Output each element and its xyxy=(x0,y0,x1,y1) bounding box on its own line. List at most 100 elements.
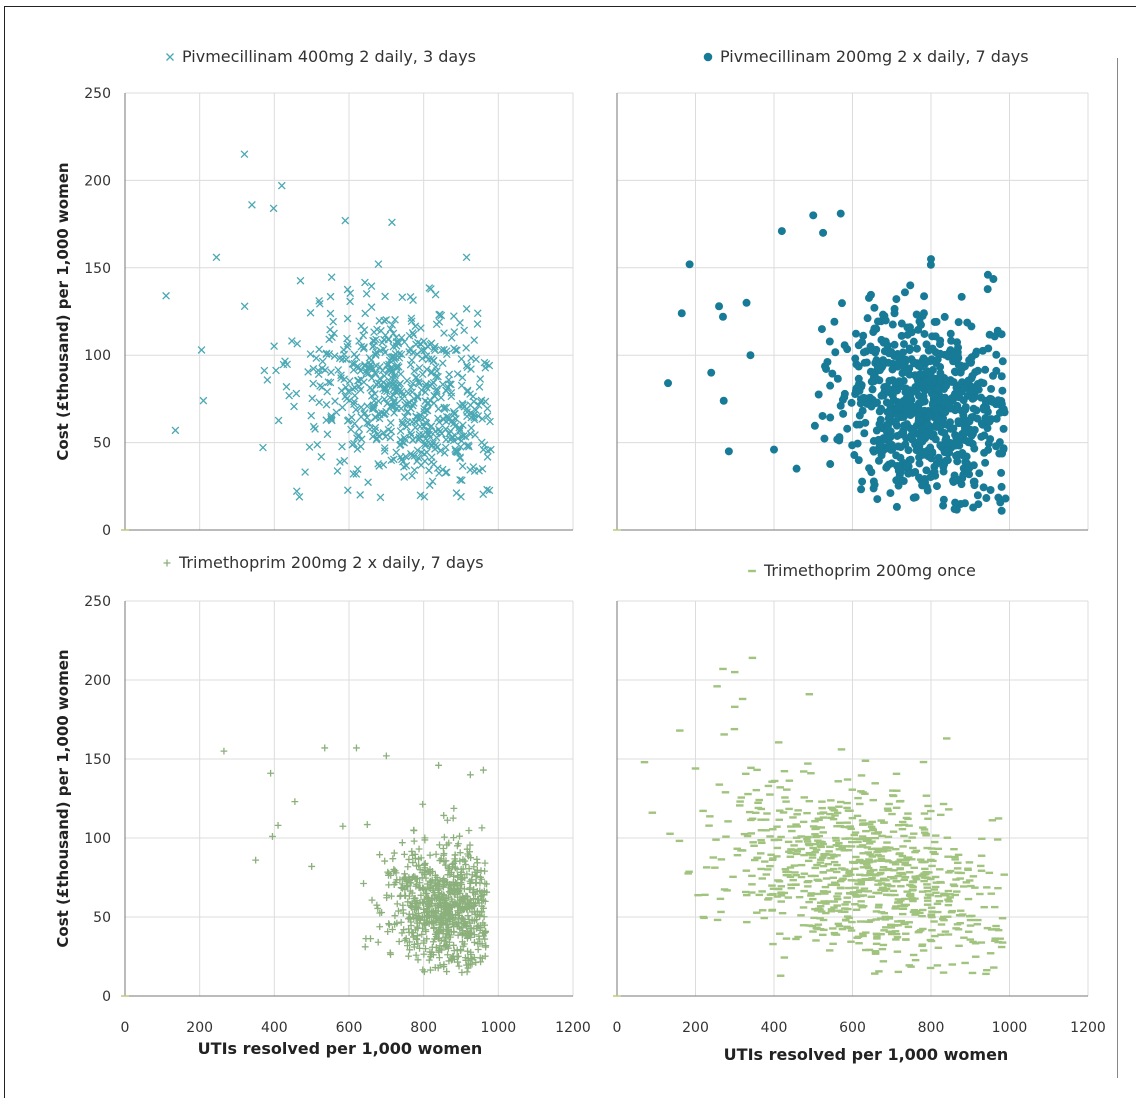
data-point xyxy=(905,921,913,924)
data-point xyxy=(786,875,795,879)
data-point xyxy=(399,390,407,399)
data-point xyxy=(819,864,828,868)
data-point xyxy=(932,422,941,431)
data-point xyxy=(315,345,323,354)
data-point xyxy=(835,924,844,928)
data-point xyxy=(451,851,459,859)
data-point xyxy=(893,462,902,471)
data-point-outlier xyxy=(997,506,1006,515)
data-point xyxy=(301,468,309,476)
data-point xyxy=(833,863,841,867)
data-point xyxy=(857,790,865,793)
data-point xyxy=(432,907,440,914)
data-point xyxy=(444,951,451,959)
data-point xyxy=(884,867,893,871)
data-point xyxy=(757,829,766,832)
data-point xyxy=(964,930,973,933)
data-point xyxy=(851,831,860,834)
data-point xyxy=(873,937,881,940)
data-point xyxy=(376,493,385,502)
data-point xyxy=(954,353,963,362)
data-point xyxy=(963,318,972,327)
data-point xyxy=(858,338,867,347)
data-point xyxy=(828,808,837,811)
data-point xyxy=(381,857,389,865)
data-point xyxy=(827,883,835,886)
data-point xyxy=(911,850,919,854)
data-point xyxy=(464,850,472,858)
data-point xyxy=(924,804,932,808)
data-point xyxy=(937,923,946,926)
data-point xyxy=(944,855,952,858)
data-point xyxy=(868,855,877,858)
data-point xyxy=(816,905,825,908)
data-point-outlier xyxy=(277,181,286,190)
data-point xyxy=(857,894,865,898)
data-point-outlier xyxy=(809,211,818,220)
data-point xyxy=(416,339,425,348)
data-point xyxy=(816,844,825,848)
data-point xyxy=(338,403,347,412)
data-point xyxy=(926,894,935,897)
data-point-outlier xyxy=(267,769,274,777)
data-point xyxy=(818,840,826,844)
data-point xyxy=(809,846,817,850)
data-point xyxy=(996,937,1004,940)
data-point xyxy=(870,303,879,312)
data-point xyxy=(964,416,973,425)
data-point xyxy=(960,499,969,508)
data-point xyxy=(792,823,800,826)
data-point xyxy=(830,906,838,909)
data-point xyxy=(928,929,936,932)
data-point-outlier xyxy=(457,492,465,501)
data-point xyxy=(851,837,860,840)
data-point xyxy=(350,419,359,428)
data-point xyxy=(478,896,486,904)
data-point xyxy=(443,350,451,359)
data-point xyxy=(879,887,888,890)
data-point xyxy=(825,850,833,853)
data-point xyxy=(915,317,924,326)
data-point xyxy=(793,850,802,853)
data-point xyxy=(785,779,794,782)
data-point xyxy=(459,927,467,935)
data-point xyxy=(851,867,859,871)
data-point xyxy=(449,952,457,960)
data-point xyxy=(998,941,1007,944)
data-point xyxy=(432,433,441,442)
data-point xyxy=(934,946,943,949)
data-point xyxy=(816,908,824,911)
data-point xyxy=(343,314,352,323)
data-point xyxy=(376,923,384,931)
data-point-outlier xyxy=(836,209,845,218)
data-point xyxy=(957,406,966,415)
data-point xyxy=(752,788,761,792)
data-point xyxy=(812,835,821,838)
data-point xyxy=(833,374,842,383)
data-point xyxy=(973,923,982,926)
axes xyxy=(121,601,573,997)
data-point xyxy=(410,914,418,922)
data-point xyxy=(979,405,988,414)
data-point xyxy=(467,899,475,906)
data-point xyxy=(747,818,755,822)
data-point xyxy=(417,324,425,332)
y-tick-label: 200 xyxy=(84,673,111,689)
data-point xyxy=(847,940,855,943)
data-point xyxy=(905,824,913,827)
data-point xyxy=(429,938,437,946)
data-point xyxy=(906,281,915,290)
data-point xyxy=(777,894,786,897)
data-point xyxy=(356,442,365,451)
data-point xyxy=(399,906,407,914)
data-point xyxy=(768,908,777,912)
data-point xyxy=(417,346,426,355)
data-point xyxy=(869,827,877,831)
data-point xyxy=(869,447,878,456)
data-point xyxy=(371,350,380,359)
data-point xyxy=(453,370,462,378)
data-point xyxy=(374,432,383,441)
data-point-outlier xyxy=(746,351,755,360)
data-point xyxy=(355,431,363,440)
legend-marker-symbol xyxy=(163,559,171,567)
